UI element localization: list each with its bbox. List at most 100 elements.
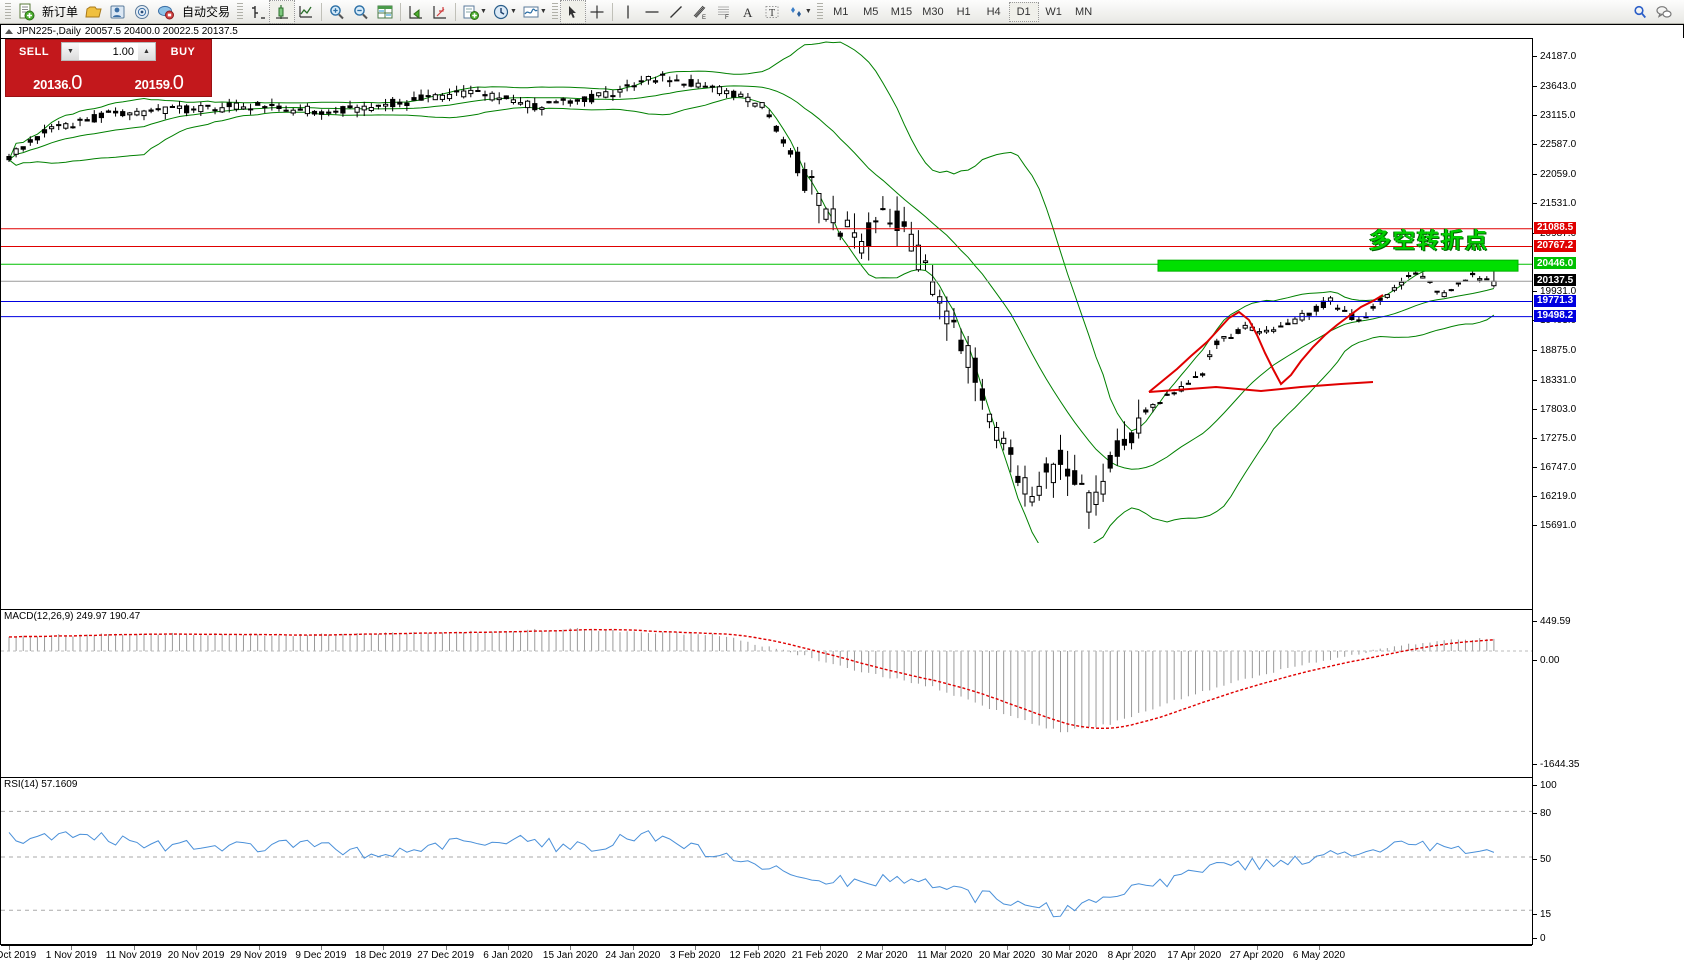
timeframe-m30[interactable]: M30	[922, 5, 944, 18]
volume-stepper[interactable]: ▼ 1.00 ▲	[61, 42, 156, 61]
timeframe-mn[interactable]: MN	[1075, 5, 1093, 18]
volume-decrease-icon[interactable]: ▼	[62, 43, 79, 60]
sell-button[interactable]: SELL	[18, 45, 50, 58]
zoom-out-icon[interactable]	[349, 1, 373, 23]
periods-icon[interactable]	[489, 1, 513, 23]
templates-dropdown-icon[interactable]: ▼	[539, 8, 547, 15]
date-label: 17 Apr 2020	[1167, 950, 1222, 961]
timeframe-m15[interactable]: M15	[890, 5, 913, 18]
fibonacci-icon[interactable]: F	[712, 1, 736, 23]
rsi-canvas[interactable]	[1, 778, 1532, 945]
price-tick: 18331.0	[1533, 374, 1684, 386]
cursor-icon[interactable]	[559, 0, 586, 24]
price-level-badge[interactable]: 20137.5	[1534, 274, 1577, 287]
price-tick: 24187.0	[1533, 51, 1684, 63]
timeframe-w1[interactable]: W1	[1045, 5, 1062, 18]
rsi-indicator-panel[interactable]: RSI(14) 57.1609	[1, 777, 1532, 945]
crosshair-icon[interactable]	[585, 1, 609, 23]
candlestick-chart-icon[interactable]	[269, 0, 296, 24]
price-tick: 23115.0	[1533, 110, 1684, 122]
date-label: 11 Nov 2019	[105, 950, 162, 961]
chart-shift-icon[interactable]	[428, 1, 452, 23]
macd-canvas[interactable]	[1, 610, 1532, 777]
search-icon[interactable]	[1628, 1, 1652, 23]
macd-indicator-panel[interactable]: MACD(12,26,9) 249.97 190.47	[1, 609, 1532, 777]
autotrade-label[interactable]: 自动交易	[182, 5, 231, 19]
timeframe-h1[interactable]: H1	[956, 5, 971, 18]
price-chart-canvas[interactable]	[1, 39, 1532, 543]
expert-advisor-icon[interactable]	[154, 1, 178, 23]
data-window-icon[interactable]	[373, 1, 397, 23]
price-level-badge[interactable]: 20446.0	[1534, 257, 1577, 270]
date-label: 30 Mar 2020	[1041, 950, 1098, 961]
macd-tick: -1644.35	[1533, 758, 1684, 770]
timeframe-m5[interactable]: M5	[863, 5, 879, 18]
shapes-icon[interactable]	[784, 1, 808, 23]
date-label: 11 Mar 2020	[917, 950, 973, 961]
profile-icon[interactable]	[106, 1, 130, 23]
vertical-line-icon[interactable]	[616, 1, 640, 23]
buy-button[interactable]: BUY	[170, 45, 196, 58]
toolbar-grip-3[interactable]	[551, 2, 558, 21]
toolbar-right-group	[1628, 1, 1684, 23]
folder-icon[interactable]	[82, 1, 106, 23]
new-order-icon[interactable]	[14, 1, 38, 23]
price-tick: 22059.0	[1533, 168, 1684, 180]
toolbar-grip-4[interactable]	[816, 2, 823, 21]
text-label-icon[interactable]: T	[760, 1, 784, 23]
buy-price-separator: .	[169, 80, 173, 92]
chart-window[interactable]: JPN225-,Daily 20057.5 20400.0 20022.5 20…	[0, 24, 1684, 961]
svg-text:E: E	[702, 15, 706, 20]
toolbar-grip[interactable]	[5, 2, 11, 21]
indicators-dropdown-icon[interactable]: ▼	[480, 8, 487, 15]
volume-value[interactable]: 1.00	[112, 45, 134, 58]
date-label: 6 May 2020	[1292, 950, 1346, 961]
one-click-trading-panel[interactable]: SELL ▼ 1.00 ▲ BUY 20136 . 0 20159 . 0	[5, 39, 212, 97]
templates-icon[interactable]	[519, 1, 543, 23]
collapse-icon[interactable]	[5, 29, 13, 34]
date-label: 27 Dec 2019	[417, 950, 475, 961]
toolbar-separator-2	[400, 2, 402, 21]
date-label: 2 Mar 2020	[857, 950, 908, 961]
timeframe-h4[interactable]: H4	[986, 5, 1001, 18]
buy-price[interactable]: 20159 . 0	[110, 63, 210, 94]
macd-axis[interactable]: 449.59 0.00 -1644.35	[1532, 609, 1684, 777]
rsi-tick: 50	[1533, 853, 1684, 865]
timeframe-m1[interactable]: M1	[833, 5, 849, 18]
chat-icon[interactable]	[1652, 1, 1676, 23]
periods-dropdown-icon[interactable]: ▼	[509, 8, 517, 15]
price-tick: 23643.0	[1533, 81, 1684, 93]
toolbar-grip-2[interactable]	[237, 2, 244, 21]
equidistant-channel-icon[interactable]: E	[688, 1, 712, 23]
price-axis[interactable]: 24187.0 23643.0 23115.0 22587.0 22059.0 21531…	[1532, 38, 1684, 609]
price-tick: 15691.0	[1533, 520, 1684, 532]
sell-price[interactable]: 20136 . 0	[8, 63, 108, 94]
price-level-badge[interactable]: 20767.2	[1534, 239, 1577, 252]
shapes-dropdown-icon[interactable]: ▼	[804, 8, 812, 15]
network-icon[interactable]	[130, 1, 154, 23]
date-label: 29 Nov 2019	[230, 950, 287, 961]
zoom-in-icon[interactable]	[325, 1, 349, 23]
toolbar-separator-3	[455, 2, 457, 21]
rsi-axis[interactable]: 100 80 50 15 0	[1532, 777, 1684, 945]
timeframe-d1[interactable]: D1	[1008, 1, 1039, 22]
indicators-icon[interactable]	[459, 1, 483, 23]
price-level-badge[interactable]: 21088.5	[1534, 221, 1577, 234]
date-axis[interactable]: 23 Oct 2019 1 Nov 2019 11 Nov 2019 20 Nov 2…	[0, 945, 1532, 968]
horizontal-line-icon[interactable]	[640, 1, 664, 23]
timeframe-group: M1 M5 M15 M30 H1 H4 D1 W1 MN	[826, 1, 1099, 23]
chart-annotation-text[interactable]: 多空转折点	[1369, 228, 1490, 253]
trendline-icon[interactable]	[664, 1, 688, 23]
new-order-label[interactable]: 新订单	[42, 5, 79, 19]
date-label: 20 Mar 2020	[979, 950, 1036, 961]
text-icon[interactable]: A	[736, 1, 760, 23]
bar-chart-icon[interactable]	[246, 1, 270, 23]
price-level-badge[interactable]: 19498.2	[1534, 309, 1577, 322]
auto-scroll-icon[interactable]	[404, 1, 428, 23]
price-chart-panel[interactable]	[1, 38, 1532, 543]
line-chart-icon[interactable]	[294, 1, 318, 23]
date-label: 15 Jan 2020	[542, 950, 598, 961]
svg-text:F: F	[725, 15, 729, 20]
price-level-badge[interactable]: 19771.3	[1534, 294, 1577, 307]
volume-increase-icon[interactable]: ▲	[138, 43, 155, 60]
